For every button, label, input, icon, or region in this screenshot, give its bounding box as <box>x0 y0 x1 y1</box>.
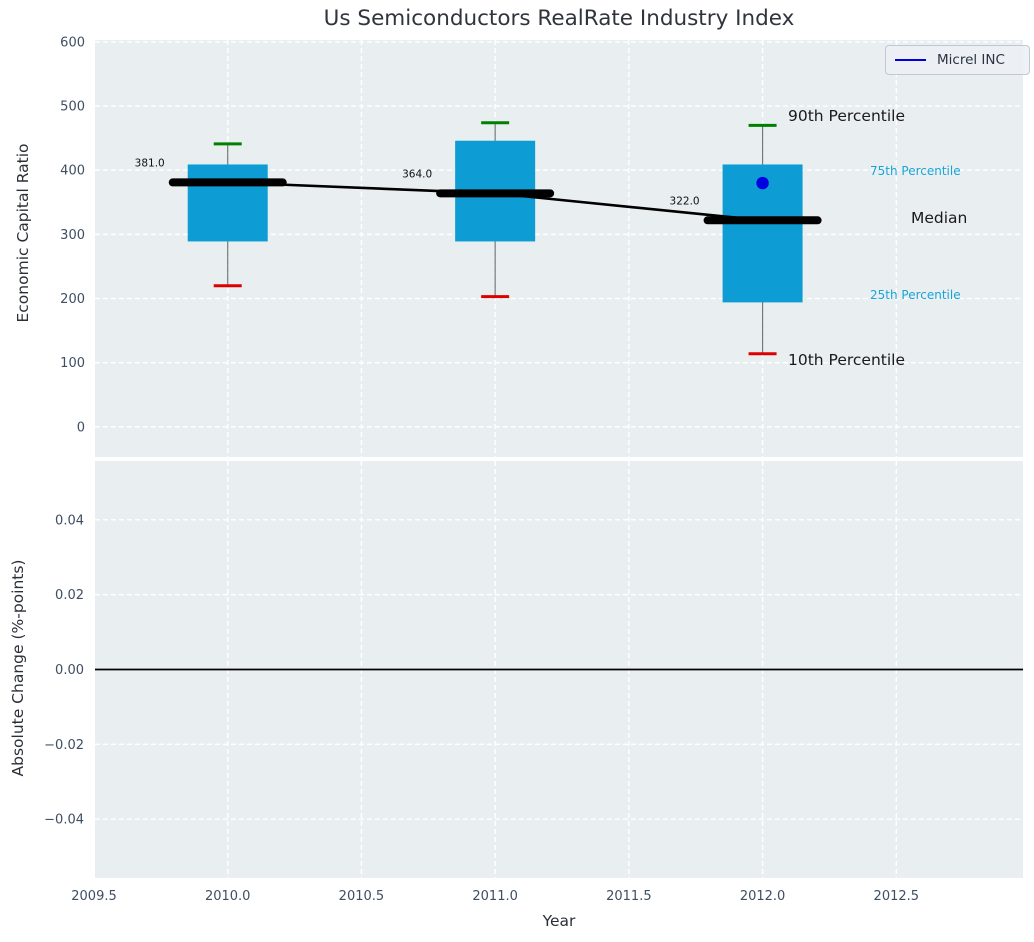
y-tick-label-bottom: 0.00 <box>55 663 84 678</box>
y-tick-label-top: 600 <box>60 35 85 50</box>
chart-title: Us Semiconductors RealRate Industry Inde… <box>323 6 795 31</box>
x-axis-label: Year <box>542 912 576 930</box>
y-tick-label-top: 300 <box>60 228 85 243</box>
annotation-25th-percentile: 25th Percentile <box>870 288 961 302</box>
y-tick-label-top: 200 <box>60 292 85 307</box>
y-tick-label-top: 0 <box>77 420 85 435</box>
annotation-median: Median <box>911 209 967 227</box>
y-tick-label-bottom: −0.02 <box>44 738 84 753</box>
y-tick-label-top: 100 <box>60 356 85 371</box>
median-value-label: 381.0 <box>135 157 165 169</box>
annotation-10th-percentile: 10th Percentile <box>788 351 905 369</box>
median-value-label: 322.0 <box>670 195 700 207</box>
top-y-axis-label: Economic Capital Ratio <box>14 143 32 323</box>
y-tick-label-bottom: −0.04 <box>44 813 84 828</box>
legend-line-swatch <box>895 59 926 61</box>
y-tick-label-bottom: 0.02 <box>55 588 84 603</box>
bottom-y-axis-label: Absolute Change (%-points) <box>9 559 27 777</box>
y-tick-label-top: 500 <box>60 100 85 115</box>
annotation-75th-percentile: 75th Percentile <box>870 164 961 178</box>
company-point <box>756 176 769 190</box>
y-tick-label-top: 400 <box>60 164 85 179</box>
iqr-box <box>187 164 268 242</box>
y-tick-label-bottom: 0.04 <box>55 513 84 528</box>
top-axes-background <box>95 40 1023 457</box>
x-tick-label: 2010.5 <box>339 889 385 904</box>
x-tick-label: 2012.0 <box>740 889 786 904</box>
median-value-label: 364.0 <box>402 168 432 180</box>
x-tick-label: 2012.5 <box>874 889 920 904</box>
x-tick-label: 2010.0 <box>205 889 251 904</box>
annotation-90th-percentile: 90th Percentile <box>788 107 905 125</box>
x-tick-label: 2011.0 <box>472 889 518 904</box>
legend: Micrel INC <box>885 45 1030 75</box>
x-tick-label: 2009.5 <box>71 889 117 904</box>
legend-label: Micrel INC <box>937 52 1005 68</box>
x-tick-label: 2011.5 <box>606 889 652 904</box>
